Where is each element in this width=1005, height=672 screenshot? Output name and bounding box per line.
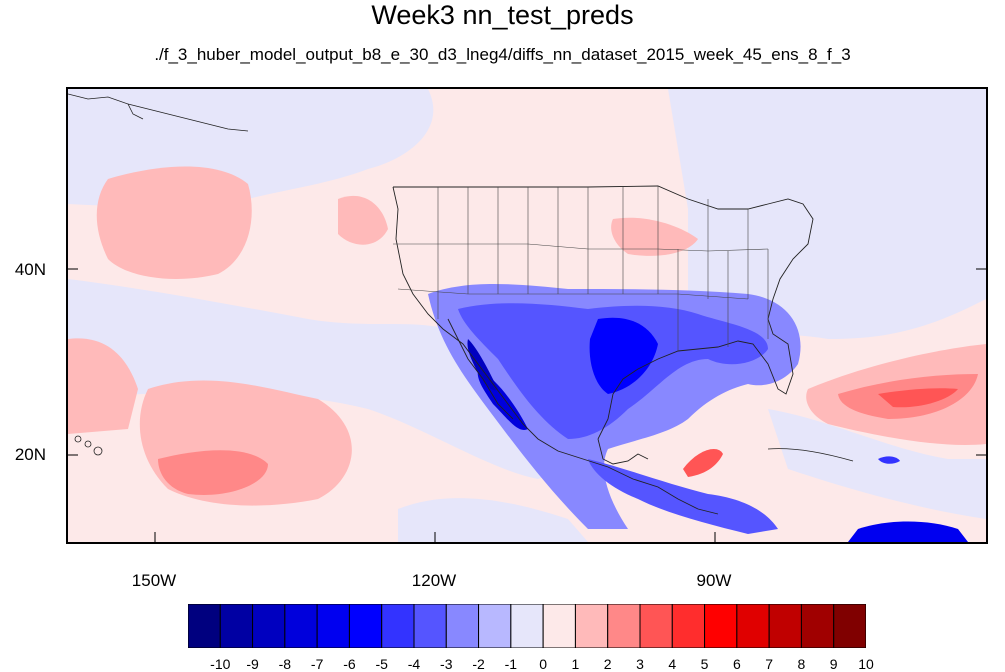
colorbar-label: 2: [603, 656, 612, 672]
colorbar-swatch: [639, 604, 673, 648]
page-subtitle: ./f_3_huber_model_output_b8_e_30_d3_lneg…: [154, 45, 851, 64]
colorbar-swatch: [316, 604, 350, 648]
light-blue-band-east: [668, 89, 986, 339]
lon-label-90w: 90W: [696, 571, 732, 590]
colorbar-swatch: [188, 604, 221, 648]
colorbar-label: 5: [700, 656, 709, 672]
colorbar-swatch: [445, 604, 480, 648]
colorbar-label: 10: [858, 656, 874, 672]
lon-label-150w: 150W: [131, 571, 177, 590]
colorbar-swatch: [510, 604, 544, 648]
page-title: Week3 nn_test_preds: [371, 0, 634, 30]
colorbar-label: -4: [407, 656, 421, 672]
colorbar-swatch: [607, 604, 641, 648]
positive-anomaly-atlantic-peak: [878, 388, 958, 408]
positive-anomaly-gulf-peak: [683, 449, 723, 477]
colorbar-label: 6: [732, 656, 741, 672]
positive-anomaly-great-plains: [611, 217, 698, 256]
colorbar-label: 3: [636, 656, 644, 672]
colorbar-label: 4: [668, 656, 677, 672]
negative-anomaly-baja: [467, 339, 498, 391]
colorbar-label: 1: [571, 656, 580, 672]
cuba-coast: [767, 448, 854, 462]
colorbar-label: 0: [539, 656, 548, 672]
colorbar-label: -3: [440, 656, 453, 672]
negative-anomaly-central-america: [588, 459, 778, 534]
state-borders: [393, 186, 769, 351]
colorbar-swatch: [284, 604, 318, 648]
colorbar-swatch: [219, 604, 254, 648]
colorbar-label: -7: [310, 656, 324, 672]
map-panel: [66, 87, 988, 544]
colorbar-swatch: [671, 604, 706, 648]
map-svg: [68, 89, 986, 542]
alaska-coast: [68, 93, 249, 132]
hawaii-islands: [74, 435, 103, 456]
colorbar-swatch: [381, 604, 415, 648]
colorbar-swatch: [413, 604, 447, 648]
colorbar-swatch: [348, 604, 383, 648]
light-blue-band-middle: [68, 279, 577, 479]
positive-anomaly-south-pacific-core: [158, 450, 268, 495]
negative-anomaly-southeast-corner: [848, 521, 968, 542]
colorbar-swatch: [252, 604, 286, 648]
colorbar-swatch: [704, 604, 738, 648]
colorbar-label: -9: [246, 656, 259, 672]
colorbar-label: -8: [278, 656, 292, 672]
colorbar-swatch: [478, 604, 512, 648]
coastlines: [392, 185, 814, 515]
colorbar: [188, 604, 866, 648]
lon-label-120w: 120W: [411, 571, 457, 590]
positive-anomaly-west-pacific: [68, 338, 138, 434]
light-blue-band-south: [398, 498, 588, 542]
colorbar-label: 9: [829, 656, 838, 672]
colorbar-swatch: [800, 604, 835, 648]
colorbar-label: 8: [797, 656, 806, 672]
negative-anomaly-caribbean-island: [878, 456, 900, 464]
colorbar-swatch: [574, 604, 609, 648]
colorbar-label: 7: [765, 656, 774, 672]
negative-anomaly-texas-core: [589, 317, 658, 394]
tick-marks: [68, 268, 986, 542]
light-blue-band-caribbean: [768, 409, 986, 519]
colorbar-label: -1: [504, 656, 518, 672]
positive-anomaly-west-coast: [338, 195, 388, 245]
colorbar-label: -5: [375, 656, 388, 672]
colorbar-swatch: [833, 604, 866, 648]
lat-label-40n: 40N: [14, 260, 46, 279]
colorbar-swatch: [736, 604, 770, 648]
lat-label-20n: 20N: [14, 445, 46, 464]
colorbar-label: -6: [343, 656, 356, 672]
positive-anomaly-central-pacific: [96, 166, 252, 279]
colorbar-label: -2: [472, 656, 485, 672]
colorbar-swatch: [542, 604, 576, 648]
colorbar-label: -10: [210, 656, 231, 672]
colorbar-swatch: [768, 604, 802, 648]
